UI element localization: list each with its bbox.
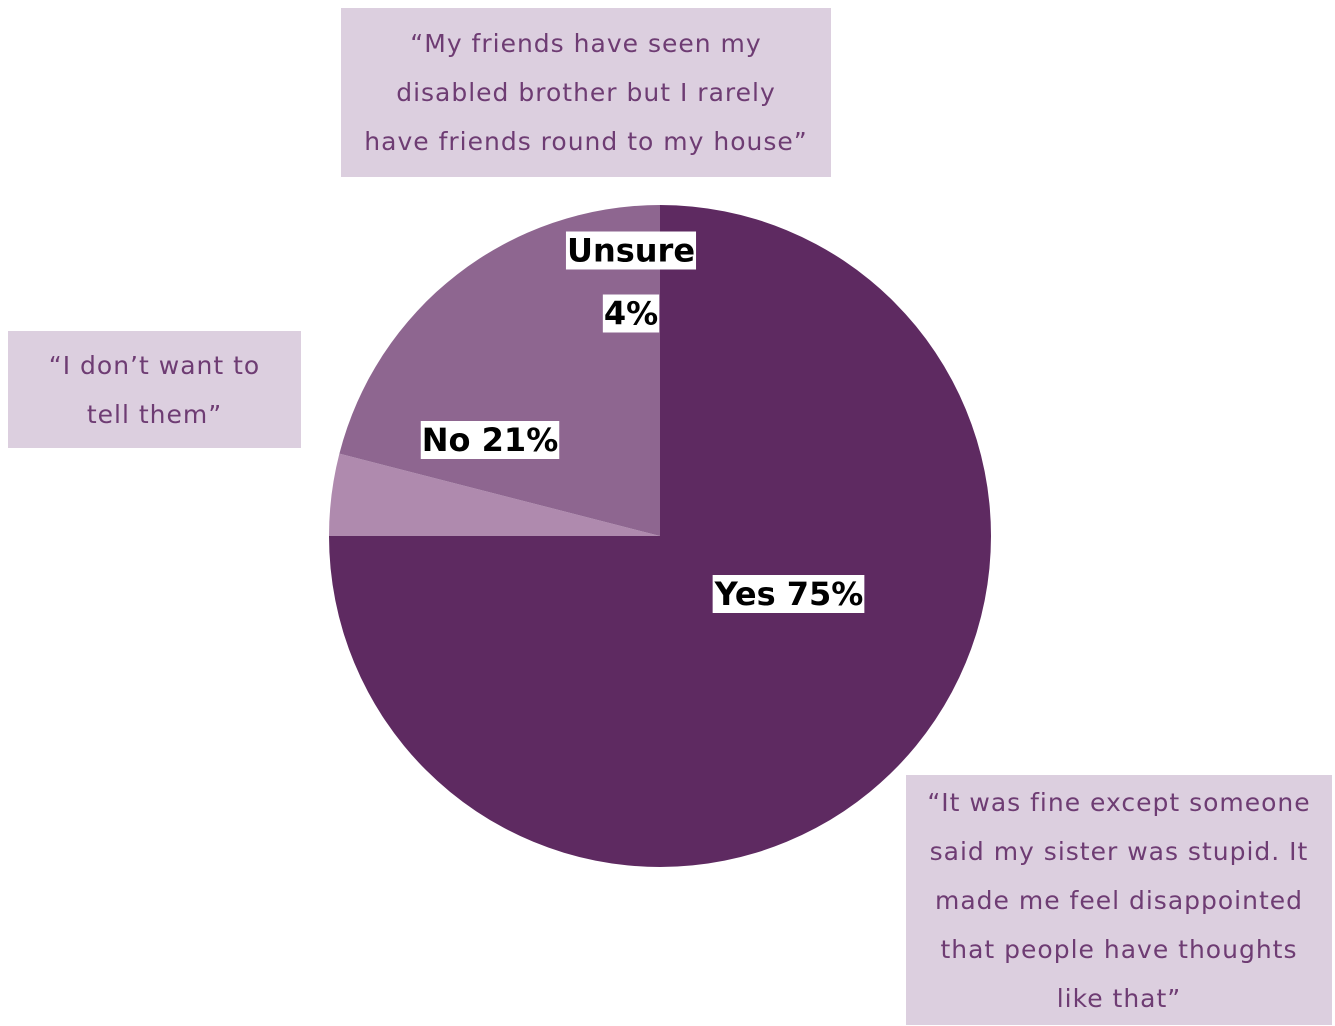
slice-label-background [565,231,697,270]
quote-line: that people have thoughts [940,934,1298,964]
slice-label-unsure: 4% [604,295,658,333]
quote-line: “My friends have seen my [410,29,762,58]
quote-line: said my sister was stupid. It [929,836,1309,866]
quote-box-left: “I don’t want to tell them” [8,331,301,448]
quote-box-bottom: “It was fine except someone said my sist… [906,775,1332,1025]
quote-line: “It was fine except someone [927,787,1311,817]
quote-box-top: “My friends have seen my disabled brothe… [341,8,831,177]
pie-slice-no [339,205,660,536]
slice-label-no: No 21% [422,421,559,459]
slice-label-group: No 21% [420,421,560,459]
slice-label-background [712,575,865,613]
slice-label-background [420,421,560,459]
quote-line: “I don’t want to [48,350,261,380]
quote-line: tell them” [86,399,223,429]
slice-label-background [602,294,660,333]
slice-label-group: 4% [602,294,660,333]
slice-label-group: Yes 75% [712,575,865,613]
slice-label-yes: Yes 75% [714,575,864,613]
quote-line: disabled brother but I rarely [396,78,776,107]
pie-slice-unsure [329,453,660,536]
quote-line: made me feel disappointed [934,885,1304,915]
slice-label-group: Unsure [565,231,697,270]
pie-slices [329,205,991,867]
pie-labels: Yes 75% Unsure 4% No 21% [420,231,865,613]
quote-line: like that” [1056,983,1182,1013]
slice-label-unsure: Unsure [567,232,695,270]
quote-line: have friends round to my house” [364,127,808,156]
